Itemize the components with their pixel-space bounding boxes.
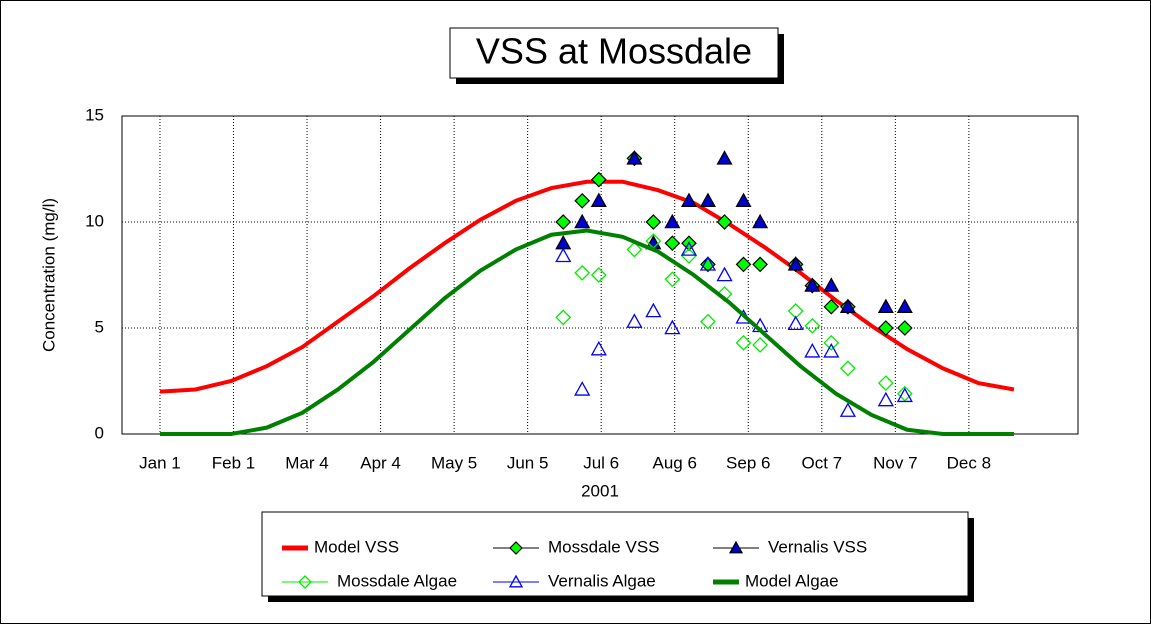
data-point <box>626 241 643 258</box>
data-point <box>823 334 840 351</box>
x-tick-label: Nov 7 <box>873 453 917 472</box>
chart-title: VSS at Mossdale <box>476 31 752 72</box>
x-tick-label: Mar 4 <box>285 453 328 472</box>
data-point <box>645 214 662 230</box>
data-point <box>664 235 681 252</box>
data-point <box>590 171 607 188</box>
legend-box <box>261 511 969 597</box>
legend-label: Mossdale VSS <box>548 537 660 556</box>
data-point <box>896 298 913 313</box>
x-tick-label: Jul 6 <box>583 453 619 472</box>
x-tick-label: Jun 5 <box>507 453 549 472</box>
legend-marker <box>728 540 744 554</box>
legend-label: Mossdale Algae <box>337 571 457 590</box>
x-tick-label: Feb 1 <box>212 453 255 472</box>
y-tick-label: 5 <box>95 317 104 336</box>
data-point <box>555 247 572 263</box>
x-tick-label: Aug 6 <box>653 453 697 472</box>
data-point <box>716 150 733 165</box>
data-point <box>735 256 752 273</box>
data-point <box>680 192 697 207</box>
data-point <box>804 277 821 292</box>
data-point <box>787 315 804 331</box>
data-point <box>574 264 591 281</box>
data-point <box>716 266 733 282</box>
data-point <box>664 319 681 335</box>
y-tick-label: 10 <box>85 211 104 230</box>
data-point <box>839 298 856 313</box>
data-point <box>787 256 804 271</box>
x-tick-label: Apr 4 <box>360 453 401 472</box>
x-tick-label: Jan 1 <box>139 453 181 472</box>
data-point <box>574 213 591 229</box>
data-point <box>680 241 698 256</box>
data-point <box>645 302 662 318</box>
data-point <box>823 342 840 358</box>
data-point <box>590 192 607 207</box>
data-point <box>839 402 857 417</box>
x-tick-label: Oct 7 <box>801 453 842 472</box>
data-point <box>877 298 894 313</box>
data-point <box>699 192 716 207</box>
data-point <box>664 271 681 288</box>
y-axis-label: Concentration (mg/l) <box>39 198 58 352</box>
data-point <box>896 387 913 403</box>
legend-marker <box>509 541 523 555</box>
data-point <box>555 309 572 326</box>
data-point <box>878 320 894 336</box>
model-line <box>159 228 1014 436</box>
data-point <box>823 298 840 315</box>
data-point <box>681 248 697 264</box>
data-point <box>626 150 643 165</box>
legend-marker <box>508 574 524 588</box>
y-tick-label: 0 <box>95 423 104 442</box>
x-tick-label: May 5 <box>431 453 477 472</box>
data-point <box>877 375 894 392</box>
data-point <box>574 192 591 209</box>
y-tick-label: 15 <box>85 105 104 124</box>
legend-label: Model Algae <box>745 571 839 590</box>
x-axis-label: 2001 <box>581 481 619 500</box>
x-tick-label: Sep 6 <box>726 453 770 472</box>
legend-marker <box>298 575 312 589</box>
data-point <box>896 385 913 402</box>
model-line <box>159 179 1015 394</box>
data-point <box>574 381 591 396</box>
data-point <box>752 213 769 229</box>
data-point <box>735 192 752 207</box>
legend-label: Vernalis Algae <box>548 571 656 590</box>
data-point <box>590 267 607 283</box>
data-point <box>700 313 716 330</box>
data-point <box>804 342 821 358</box>
legend-label: Model VSS <box>314 537 399 556</box>
data-point <box>877 391 894 407</box>
data-point <box>664 213 681 229</box>
data-point <box>804 317 821 334</box>
data-point <box>555 214 572 230</box>
data-point <box>626 313 643 328</box>
data-point <box>839 360 856 377</box>
data-point <box>752 337 769 353</box>
title-box <box>449 27 779 79</box>
data-point <box>896 320 913 336</box>
x-tick-label: Dec 8 <box>947 453 991 472</box>
data-point <box>735 334 752 351</box>
data-point <box>590 340 607 356</box>
data-point <box>716 214 733 230</box>
plot-area <box>121 115 1079 435</box>
data-point <box>752 256 768 273</box>
data-point <box>699 256 717 271</box>
legend-label: Vernalis VSS <box>768 537 867 556</box>
data-point <box>823 277 840 292</box>
data-point <box>700 256 716 273</box>
